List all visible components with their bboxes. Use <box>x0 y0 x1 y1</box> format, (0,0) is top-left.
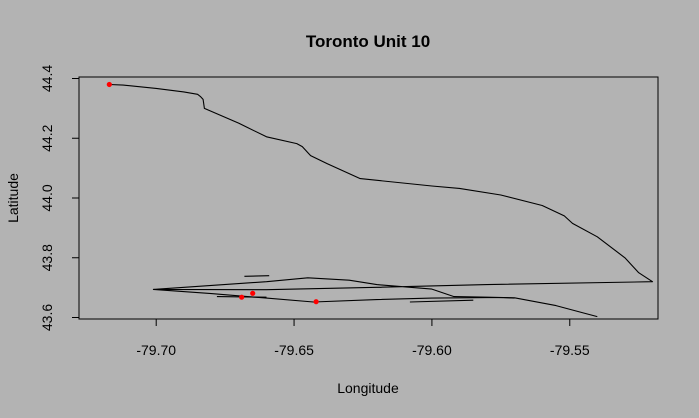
y-axis: 43.6 43.8 44.0 44.2 44.4 <box>39 65 80 331</box>
stop-point <box>313 299 319 305</box>
route-line <box>244 275 270 277</box>
y-tick-label: 43.8 <box>39 244 55 271</box>
y-axis-label: Latitude <box>5 173 21 223</box>
stop-points <box>106 81 319 305</box>
y-tick-label: 44.0 <box>39 184 55 211</box>
x-tick-label: -79.55 <box>550 342 590 358</box>
x-axis-label: Longitude <box>337 380 399 396</box>
chart-title: Toronto Unit 10 <box>306 32 430 51</box>
stop-point <box>239 294 245 300</box>
x-axis: -79.70 -79.65 -79.60 -79.55 <box>136 318 590 358</box>
y-tick-label: 43.6 <box>39 304 55 331</box>
x-tick-label: -79.65 <box>274 342 314 358</box>
y-tick-label: 44.4 <box>39 65 55 92</box>
x-tick-label: -79.60 <box>412 342 452 358</box>
route-line <box>109 83 654 318</box>
stop-point <box>250 290 256 296</box>
y-tick-label: 44.2 <box>39 124 55 151</box>
route-series <box>109 83 654 318</box>
route-line <box>153 288 515 303</box>
stop-point <box>106 81 112 88</box>
x-tick-label: -79.70 <box>136 342 176 358</box>
route-line <box>409 299 474 303</box>
